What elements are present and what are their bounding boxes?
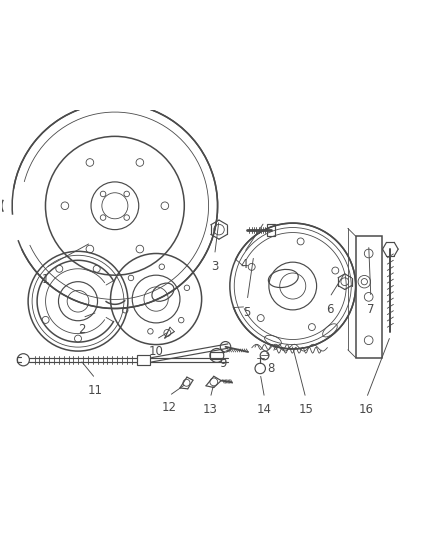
Text: 4: 4	[240, 258, 248, 271]
Text: 8: 8	[267, 362, 275, 375]
Text: 7: 7	[367, 303, 374, 316]
Bar	[356, 236, 381, 358]
Bar	[137, 354, 150, 365]
Text: 6: 6	[326, 303, 333, 316]
Text: 11: 11	[88, 384, 103, 397]
Text: 1: 1	[42, 273, 49, 286]
Text: 10: 10	[148, 345, 163, 358]
Text: 12: 12	[162, 401, 177, 414]
Text: 14: 14	[257, 403, 272, 416]
Text: 3: 3	[211, 260, 219, 273]
Text: 16: 16	[359, 403, 374, 416]
Text: 5: 5	[244, 305, 251, 319]
Text: 13: 13	[203, 403, 218, 416]
Text: 9: 9	[219, 357, 227, 370]
Text: 15: 15	[298, 403, 313, 416]
Text: 2: 2	[78, 323, 86, 336]
Bar	[267, 223, 275, 236]
